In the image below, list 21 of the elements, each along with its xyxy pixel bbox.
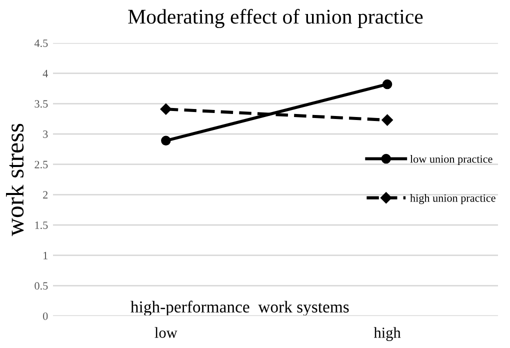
y-tick-label: 4.5	[34, 40, 48, 48]
y-tick-label: 1	[44, 252, 48, 260]
x-tick-label: low	[154, 327, 178, 338]
y-tick-label: 1.5	[35, 222, 48, 230]
chart-title: Moderating effect of union practice	[128, 8, 423, 28]
y-tick-label: 0.5	[34, 282, 48, 290]
point	[160, 104, 172, 115]
x-axis-title: high-performance work systems	[130, 300, 349, 316]
point	[382, 79, 392, 90]
point	[161, 136, 171, 146]
legend-label: low union practice	[410, 154, 492, 166]
point	[382, 114, 393, 126]
y-tick-label: 2	[43, 191, 48, 199]
legend-label: high union practice	[410, 194, 496, 204]
y-tick-label: 3.5	[34, 100, 48, 108]
x-tick-label: high	[374, 327, 401, 342]
y-tick-label: 0	[43, 312, 48, 320]
y-tick-label: 4	[42, 70, 48, 78]
y-axis-title: work stress	[6, 124, 24, 236]
y-tick-label: 3	[43, 130, 48, 138]
y-tick-label: 2.5	[34, 160, 48, 168]
